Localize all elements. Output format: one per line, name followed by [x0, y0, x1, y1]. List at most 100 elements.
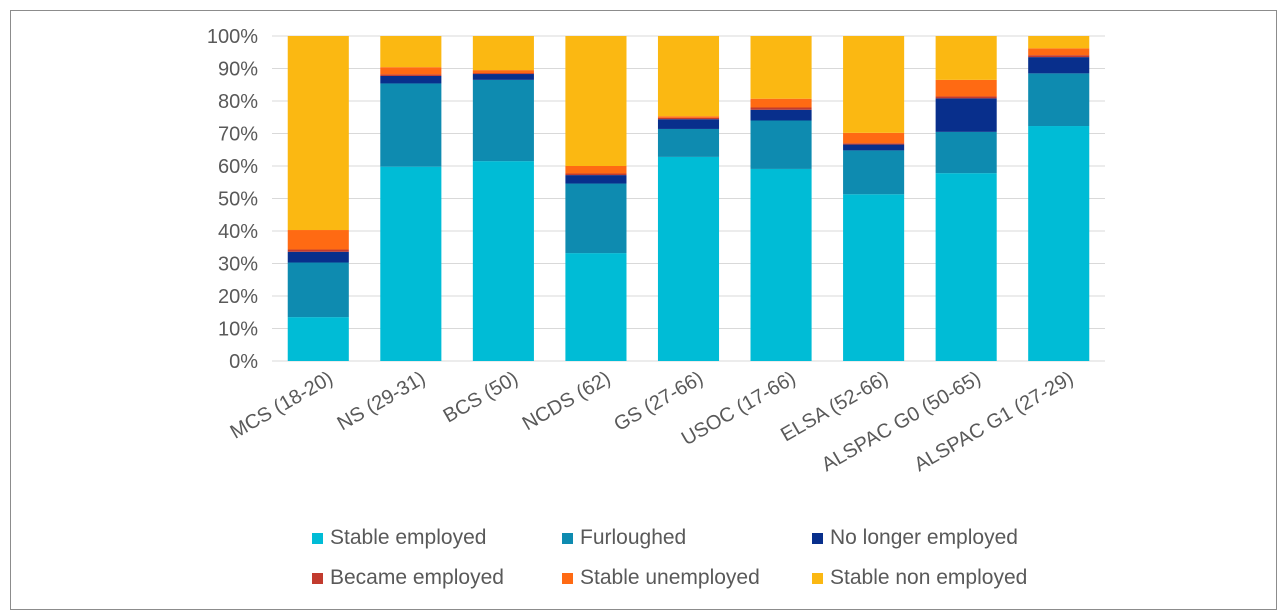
bar-stack	[472, 36, 534, 361]
bar-segment	[750, 98, 812, 108]
bar-segment	[1028, 48, 1090, 56]
bar-segment	[935, 79, 997, 97]
bar-segment	[565, 36, 627, 166]
bar-segment	[472, 161, 534, 361]
bar-segment	[380, 166, 442, 361]
stacked-bar-chart: 0% 10% 20% 30% 40% 50% 60% 70% 80% 90% 100% MCS (18…	[207, 26, 1105, 476]
legend-label: No longer employed	[830, 526, 1018, 549]
legend-swatch	[312, 572, 323, 584]
bar-segment	[565, 175, 627, 184]
bar-segment	[380, 83, 442, 167]
bar-segment	[287, 317, 349, 361]
x-tick-label: BCS (50)	[440, 367, 522, 427]
bar-stack	[1028, 36, 1090, 362]
bar-segment	[1028, 57, 1090, 74]
y-tick-label: 0%	[229, 351, 258, 373]
bars	[287, 36, 1090, 362]
bar-segment	[565, 253, 627, 361]
legend-label: Became employed	[330, 566, 504, 589]
bar-segment	[935, 36, 997, 80]
y-tick-label: 40%	[218, 221, 258, 243]
legend-swatch	[812, 572, 823, 584]
bar-segment	[380, 74, 442, 76]
y-axis: 0% 10% 20% 30% 40% 50% 60% 70% 80% 90% 100%	[207, 26, 258, 373]
y-tick-label: 20%	[218, 286, 258, 308]
legend-item: Furloughed	[562, 526, 686, 550]
bar-stack	[935, 36, 997, 361]
x-tick-label: NS (29-31)	[334, 367, 430, 435]
bar-segment	[380, 75, 442, 84]
y-tick-label: 70%	[218, 124, 258, 146]
bar-segment	[565, 183, 627, 254]
bar-segment	[935, 131, 997, 174]
bar-segment	[843, 36, 905, 133]
bar-segment	[380, 36, 442, 68]
y-tick-label: 100%	[207, 26, 258, 48]
bar-stack	[750, 36, 812, 361]
bar-segment	[287, 262, 349, 318]
x-tick-label: ALSPAC G1 (27-29)	[911, 367, 1078, 476]
bar-segment	[287, 251, 349, 263]
y-tick-label: 50%	[218, 189, 258, 211]
legend-swatch	[812, 532, 823, 544]
bar-stack	[657, 36, 720, 361]
bar-segment	[472, 79, 534, 162]
bar-segment	[472, 70, 534, 74]
y-tick-label: 10%	[218, 319, 258, 341]
bar-segment	[750, 109, 812, 121]
bar-segment	[1028, 73, 1090, 127]
bar-stack	[843, 36, 905, 361]
bar-segment	[565, 166, 627, 174]
legend-item: Stable non employed	[812, 566, 1027, 590]
bar-stack	[380, 36, 442, 361]
bar-stack	[287, 36, 349, 361]
bar-segment	[472, 74, 534, 80]
bar-segment	[1028, 55, 1090, 58]
bar-segment	[472, 36, 534, 71]
bar-segment	[657, 117, 720, 120]
legend-label: Stable non employed	[830, 566, 1028, 589]
bar-segment	[843, 150, 905, 195]
bar-segment	[843, 194, 905, 361]
x-tick-label: NCDS (62)	[519, 367, 615, 435]
x-tick-label: ALSPAC G0 (50-65)	[818, 367, 985, 476]
bar-segment	[750, 36, 812, 99]
bar-segment	[935, 98, 997, 132]
legend-item: Became employed	[312, 566, 504, 590]
y-tick-label: 90%	[218, 59, 258, 81]
legend-item: Stable unemployed	[562, 566, 760, 590]
legend-label: Furloughed	[580, 526, 687, 549]
bar-segment	[935, 173, 997, 361]
bar-segment	[1028, 36, 1090, 49]
bar-segment	[472, 73, 534, 75]
bar-segment	[287, 249, 349, 252]
bar-segment	[657, 128, 720, 157]
bar-segment	[657, 116, 720, 118]
legend-swatch	[562, 572, 573, 584]
bar-segment	[843, 132, 905, 144]
legend-swatch	[312, 532, 323, 544]
bar-segment	[287, 230, 349, 250]
x-axis: MCS (18-20)NS (29-31) BCS (50)NCDS (62)GS…	[227, 367, 1078, 476]
y-tick-label: 30%	[218, 254, 258, 276]
bar-segment	[657, 36, 720, 117]
legend-label: Stable unemployed	[580, 566, 760, 589]
legend-swatch	[562, 532, 573, 544]
legend-item: Stable employed	[312, 526, 486, 550]
bar-segment	[565, 173, 627, 176]
y-tick-label: 80%	[218, 91, 258, 113]
bar-segment	[750, 107, 812, 110]
bar-segment	[657, 119, 720, 129]
bar-segment	[287, 36, 349, 231]
bar-segment	[657, 156, 720, 361]
bar-segment	[380, 67, 442, 75]
y-tick-label: 60%	[218, 156, 258, 178]
bar-stack	[565, 36, 627, 361]
bar-segment	[750, 168, 812, 361]
legend-label: Stable employed	[330, 526, 487, 549]
bar-segment	[935, 96, 997, 99]
x-tick-label: MCS (18-20)	[227, 367, 337, 443]
bar-segment	[750, 120, 812, 169]
legend-item: No longer employed	[812, 526, 1018, 550]
bar-segment	[1028, 126, 1090, 362]
